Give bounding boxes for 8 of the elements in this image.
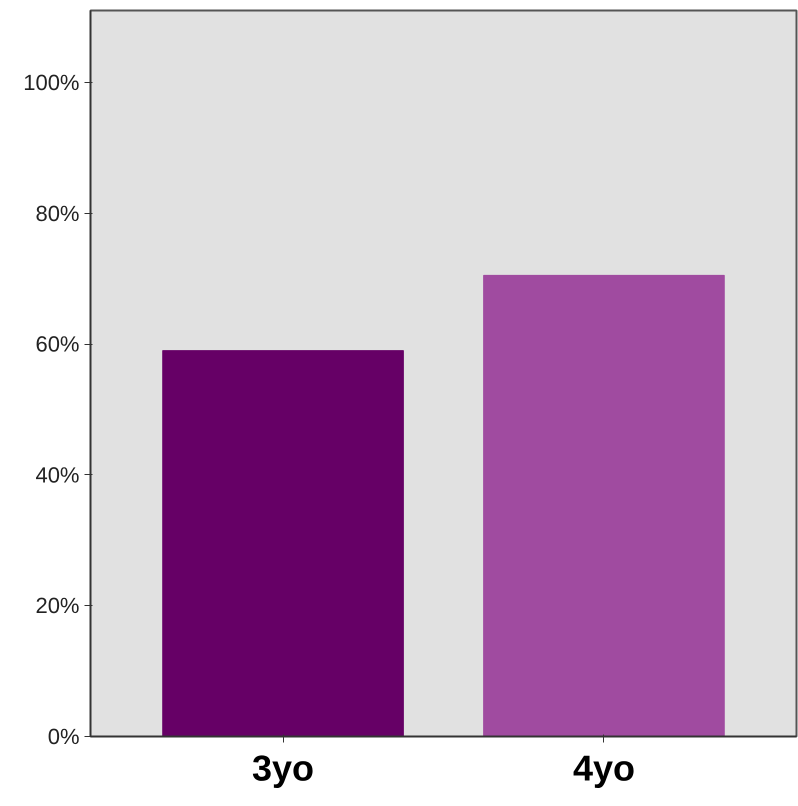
y-tick-label: 40% [35,462,80,488]
y-tick-label: 80% [35,200,80,226]
y-tick-label: 20% [35,593,80,618]
x-tick-label: 3yo [252,748,314,788]
y-tick-label: 100% [23,70,80,95]
y-tick-label: 0% [48,724,80,749]
y-tick-label: 60% [35,332,80,357]
x-tick-label: 4yo [572,748,635,788]
